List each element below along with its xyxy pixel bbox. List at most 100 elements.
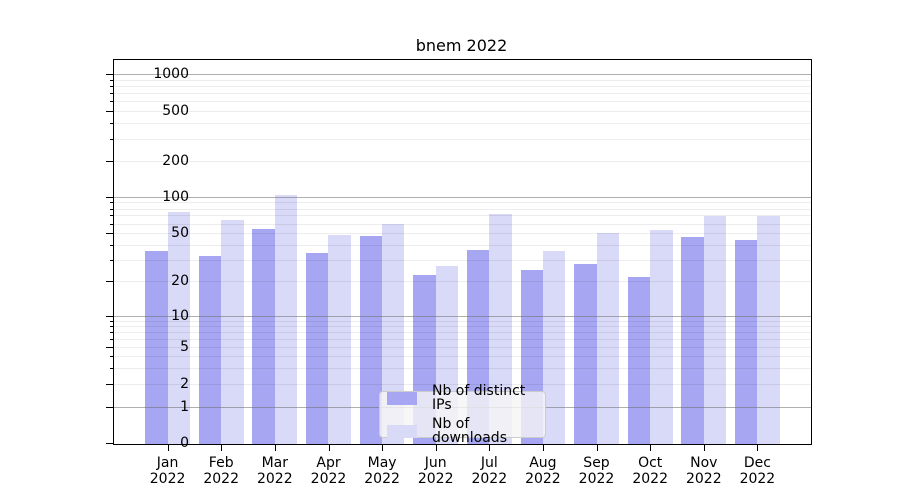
minor-gridline-6 (114, 338, 811, 340)
y-minor-tick-3 (109, 367, 113, 369)
x-tick-label-aug: Aug 2022 (525, 455, 561, 487)
x-tick-jan (167, 444, 169, 451)
y-minor-tick-90 (109, 202, 113, 204)
bar-downloads-nov (703, 215, 727, 444)
x-tick-label-sep: Sep 2022 (578, 455, 615, 487)
minor-gridline-7 (114, 331, 811, 333)
x-tick-label-apr: Apr 2022 (310, 455, 347, 487)
y-minor-tick-8 (109, 325, 113, 327)
bar-ips-oct (627, 277, 651, 444)
y-tick-label-500: 500 (162, 102, 189, 119)
y-minor-tick-60 (109, 223, 113, 225)
x-tick-jun (435, 444, 437, 451)
y-minor-tick-70 (109, 215, 113, 217)
minor-gridline-2 (114, 383, 811, 385)
x-tick-label-may: May 2022 (364, 455, 400, 487)
plot-area: Nb of distinct IPs Nb of downloads Jan 2… (106, 59, 812, 487)
y-tick-1000 (106, 74, 113, 75)
bar-downloads-feb (221, 220, 244, 444)
bar-ips-mar (252, 229, 275, 444)
minor-gridline-50 (114, 233, 811, 234)
y-minor-tick-900 (109, 79, 113, 81)
x-tick-sep (596, 444, 598, 451)
legend-row-downloads: Nb of downloads (387, 417, 545, 445)
minor-gridline-60 (114, 223, 811, 225)
chart-title: bnem 2022 (415, 36, 508, 55)
bar-downloads-jan (167, 212, 190, 444)
y-minor-tick-600 (109, 101, 113, 103)
y-minor-tick-4 (109, 356, 113, 357)
y-tick-label-50: 50 (171, 225, 189, 241)
y-minor-tick-300 (109, 138, 113, 140)
y-tick-200 (106, 161, 113, 163)
x-tick-label-mar: Mar 2022 (256, 455, 293, 487)
y-tick-50 (106, 233, 113, 234)
bar-ips-feb (198, 255, 222, 444)
x-tick-label-jan: Jan 2022 (149, 455, 186, 487)
y-minor-tick-6 (109, 338, 113, 340)
y-tick-label-1: 1 (180, 398, 189, 415)
y-tick-label-5: 5 (180, 339, 189, 355)
y-tick-100 (106, 196, 113, 198)
bar-ips-dec (734, 239, 758, 444)
x-tick-feb (221, 444, 223, 451)
legend-swatch-downloads (387, 424, 417, 438)
x-tick-may (382, 444, 384, 451)
gridline-1000 (114, 74, 811, 75)
minor-gridline-80 (114, 208, 811, 210)
y-tick-20 (106, 281, 113, 282)
x-tick-label-nov: Nov 2022 (685, 455, 722, 487)
y-tick-label-100: 100 (162, 188, 189, 205)
minor-gridline-8 (114, 325, 811, 327)
bar-ips-jan (145, 251, 168, 444)
y-minor-tick-700 (109, 92, 113, 94)
y-tick-label-1000: 1000 (153, 66, 189, 82)
y-tick-500 (106, 110, 113, 112)
minor-gridline-90 (114, 202, 811, 204)
bar-downloads-sep (596, 232, 619, 444)
bar-ips-apr (306, 252, 329, 444)
bar-ips-may (359, 236, 383, 444)
x-tick-dec (757, 444, 759, 451)
bar-downloads-mar (274, 195, 298, 444)
bar-ips-sep (574, 264, 597, 444)
y-tick-label-0: 0 (180, 435, 189, 451)
bar-ips-nov (681, 237, 704, 444)
minor-gridline-600 (114, 101, 811, 103)
minor-gridline-200 (114, 161, 811, 163)
x-tick-label-jul: Jul 2022 (471, 455, 508, 487)
bar-downloads-dec (757, 216, 780, 444)
x-tick-label-jun: Jun 2022 (417, 455, 454, 487)
y-tick-1 (106, 406, 113, 408)
bar-downloads-jul (489, 214, 512, 444)
bar-downloads-may (382, 223, 405, 444)
x-tick-nov (703, 444, 705, 451)
x-tick-label-dec: Dec 2022 (739, 455, 776, 487)
bar-downloads-aug (542, 251, 566, 444)
y-minor-tick-400 (109, 123, 113, 125)
legend-label-downloads: Nb of downloads (432, 416, 507, 446)
minor-gridline-900 (114, 79, 811, 81)
y-minor-tick-9 (109, 320, 113, 322)
minor-gridline-3 (114, 367, 811, 369)
gridline-100 (114, 196, 811, 198)
minor-gridline-400 (114, 123, 811, 125)
x-tick-apr (328, 444, 330, 451)
y-tick-5 (106, 347, 113, 348)
bar-downloads-oct (650, 229, 673, 444)
legend: Nb of distinct IPs Nb of downloads (379, 384, 546, 445)
minor-gridline-700 (114, 92, 811, 94)
x-tick-mar (274, 444, 276, 451)
y-tick-label-2: 2 (180, 375, 189, 392)
minor-gridline-40 (114, 244, 811, 246)
y-tick-label-200: 200 (162, 153, 189, 170)
y-minor-tick-7 (109, 331, 113, 333)
y-tick-label-20: 20 (171, 273, 189, 289)
legend-label-distinct-ips: Nb of distinct IPs (432, 383, 526, 413)
minor-gridline-4 (114, 356, 811, 357)
minor-gridline-20 (114, 281, 811, 282)
legend-row-distinct-ips: Nb of distinct IPs (387, 384, 545, 412)
minor-gridline-800 (114, 85, 811, 87)
x-tick-aug (542, 444, 544, 451)
